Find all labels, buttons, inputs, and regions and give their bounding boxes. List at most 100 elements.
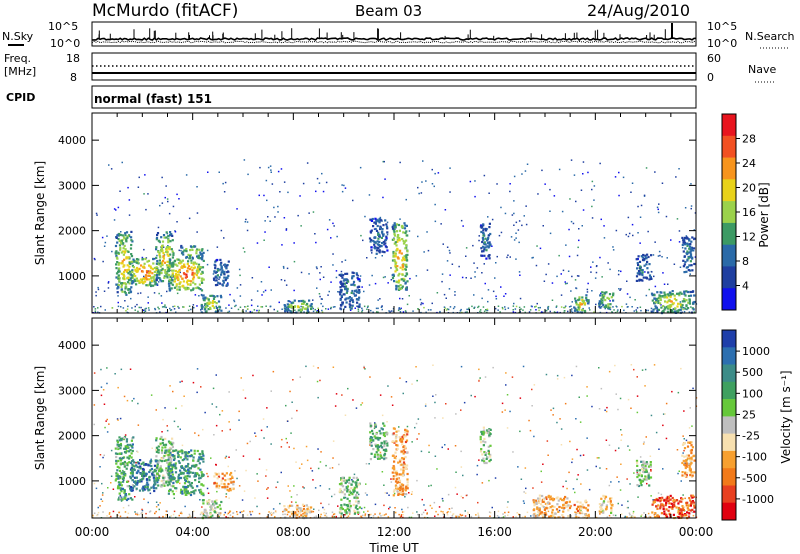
scatter-cell	[572, 222, 575, 225]
ground-scatter-cell	[140, 512, 142, 515]
echo-cell	[162, 234, 166, 237]
scatter-cell	[437, 172, 440, 174]
scatter-cell	[473, 262, 475, 264]
echo-cell	[563, 506, 566, 509]
scatter-cell	[163, 254, 166, 256]
echo-cell	[170, 467, 173, 470]
echo-cell	[485, 461, 488, 465]
echo-cell	[156, 283, 159, 286]
echo-cell	[404, 274, 407, 278]
echo-cell	[198, 283, 201, 286]
echo-cell	[229, 489, 232, 492]
echo-cell	[385, 440, 388, 443]
scatter-cell	[285, 284, 288, 286]
echo-cell	[232, 483, 235, 486]
echo-cell	[489, 458, 492, 461]
scatter-cell	[476, 267, 479, 269]
scatter-cell	[337, 291, 339, 293]
scatter-cell	[550, 409, 552, 411]
echo-cell	[148, 264, 151, 267]
echo-cell	[646, 267, 649, 270]
echo-cell	[116, 473, 119, 476]
scatter-cell	[277, 170, 280, 173]
echo-cell	[357, 298, 360, 301]
echo-cell	[550, 514, 553, 518]
scatter-cell	[93, 306, 95, 308]
scatter-cell	[96, 214, 98, 216]
echo-cell	[405, 224, 408, 227]
echo-cell	[484, 243, 487, 246]
scatter-cell	[549, 232, 552, 235]
echo-cell	[653, 294, 656, 297]
echo-cell	[169, 475, 172, 478]
scatter-cell	[264, 231, 266, 233]
ground-scatter-cell	[368, 513, 371, 516]
echo-cell	[340, 477, 343, 480]
scatter-cell	[215, 424, 218, 427]
echo-cell	[404, 224, 407, 227]
echo-cell	[183, 482, 187, 485]
scatter-cell	[261, 294, 263, 296]
echo-cell	[293, 305, 296, 308]
echo-cell	[161, 446, 164, 449]
echo-cell	[214, 271, 217, 274]
echo-cell	[532, 499, 535, 502]
echo-cell	[395, 280, 399, 283]
echo-cell	[190, 259, 193, 262]
echo-cell	[200, 483, 203, 486]
echo-cell	[123, 282, 127, 285]
scatter-cell	[442, 243, 444, 245]
echo-cell	[190, 289, 193, 292]
echo-cell	[189, 493, 193, 497]
echo-cell	[543, 508, 546, 511]
echo-cell	[307, 305, 310, 308]
echo-cell	[383, 444, 386, 448]
scatter-cell	[317, 367, 319, 369]
echo-cell	[171, 445, 174, 448]
scatter-cell	[672, 308, 675, 310]
echo-cell	[170, 443, 173, 446]
echo-cell	[369, 424, 372, 427]
scatter-cell	[236, 477, 238, 480]
scatter-cell	[303, 487, 305, 489]
echo-cell	[174, 471, 178, 474]
ground-scatter-cell	[290, 310, 293, 312]
echo-cell	[482, 234, 485, 237]
echo-cell	[677, 309, 680, 312]
scatter-cell	[504, 409, 506, 411]
echo-cell	[193, 452, 196, 455]
scatter-cell	[128, 214, 131, 216]
echo-cell	[295, 506, 298, 509]
echo-cell	[164, 271, 167, 275]
echo-cell	[227, 260, 230, 263]
scatter-cell	[157, 226, 160, 229]
echo-cell	[121, 437, 124, 440]
scatter-cell	[478, 380, 480, 382]
ground-scatter-cell	[332, 513, 335, 516]
echo-cell	[167, 463, 170, 466]
echo-cell	[356, 478, 359, 481]
scatter-cell	[399, 377, 401, 379]
echo-cell	[355, 272, 358, 275]
echo-cell	[392, 250, 395, 254]
scatter-cell	[399, 297, 401, 300]
echo-cell	[641, 271, 644, 274]
scatter-cell	[195, 465, 198, 468]
echo-cell	[487, 245, 491, 248]
echo-cell	[170, 458, 173, 461]
echo-cell	[230, 471, 233, 475]
scatter-cell	[474, 180, 476, 182]
echo-cell	[338, 490, 341, 493]
echo-cell	[400, 468, 403, 471]
echo-cell	[180, 449, 183, 452]
echo-cell	[119, 488, 122, 491]
scatter-cell	[430, 484, 432, 487]
scatter-cell	[274, 216, 276, 218]
scatter-cell	[628, 449, 631, 451]
echo-cell	[120, 251, 123, 254]
echo-cell	[211, 302, 214, 305]
echo-cell	[391, 227, 395, 230]
scatter-cell	[113, 208, 116, 210]
scatter-cell	[445, 403, 447, 405]
scatter-cell	[618, 447, 620, 449]
